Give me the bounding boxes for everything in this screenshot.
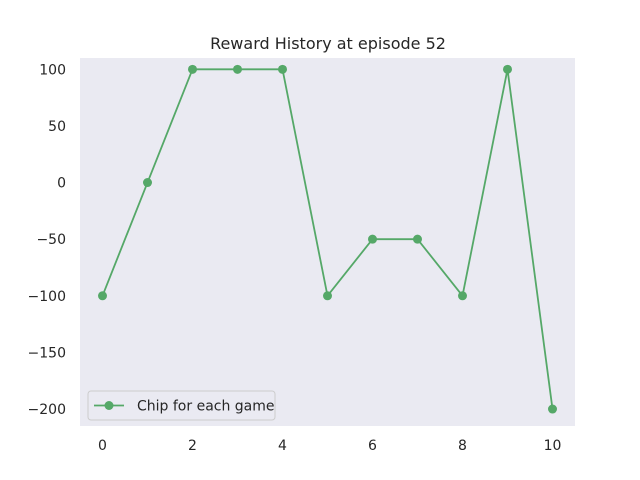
- y-tick-label: 100: [39, 62, 66, 78]
- data-point: [323, 291, 332, 301]
- chart-title: Reward History at episode 52: [210, 34, 446, 53]
- x-tick-label: 8: [458, 438, 467, 454]
- x-tick-label: 4: [278, 438, 287, 454]
- plot-area: [80, 58, 575, 426]
- data-point: [503, 64, 512, 74]
- data-point: [98, 291, 107, 301]
- data-point: [548, 404, 557, 414]
- legend: Chip for each game: [87, 390, 276, 421]
- data-point: [278, 64, 287, 74]
- y-tick-label: 50: [48, 119, 66, 135]
- y-tick-label: −150: [28, 345, 66, 361]
- y-axis: 100 50 0 −50 −100 −150 −200: [28, 62, 66, 418]
- x-axis: 0 2 4 6 8 10: [98, 438, 561, 454]
- x-tick-label: 2: [188, 438, 197, 454]
- legend-marker: [104, 401, 114, 410]
- data-point: [368, 234, 377, 244]
- x-tick-label: 10: [544, 438, 562, 454]
- x-tick-label: 0: [98, 438, 107, 454]
- series-group: [98, 64, 557, 414]
- y-tick-label: −100: [28, 289, 66, 305]
- y-tick-label: 0: [57, 176, 66, 192]
- data-point: [413, 234, 422, 244]
- x-tick-label: 6: [368, 438, 377, 454]
- legend-box: [87, 390, 276, 421]
- data-point: [233, 64, 242, 74]
- y-tick-label: −50: [36, 232, 66, 248]
- data-point: [458, 291, 467, 301]
- y-tick-label: −200: [28, 402, 66, 418]
- legend-label: Chip for each game: [137, 399, 275, 415]
- data-point: [143, 178, 152, 188]
- data-point: [188, 64, 197, 74]
